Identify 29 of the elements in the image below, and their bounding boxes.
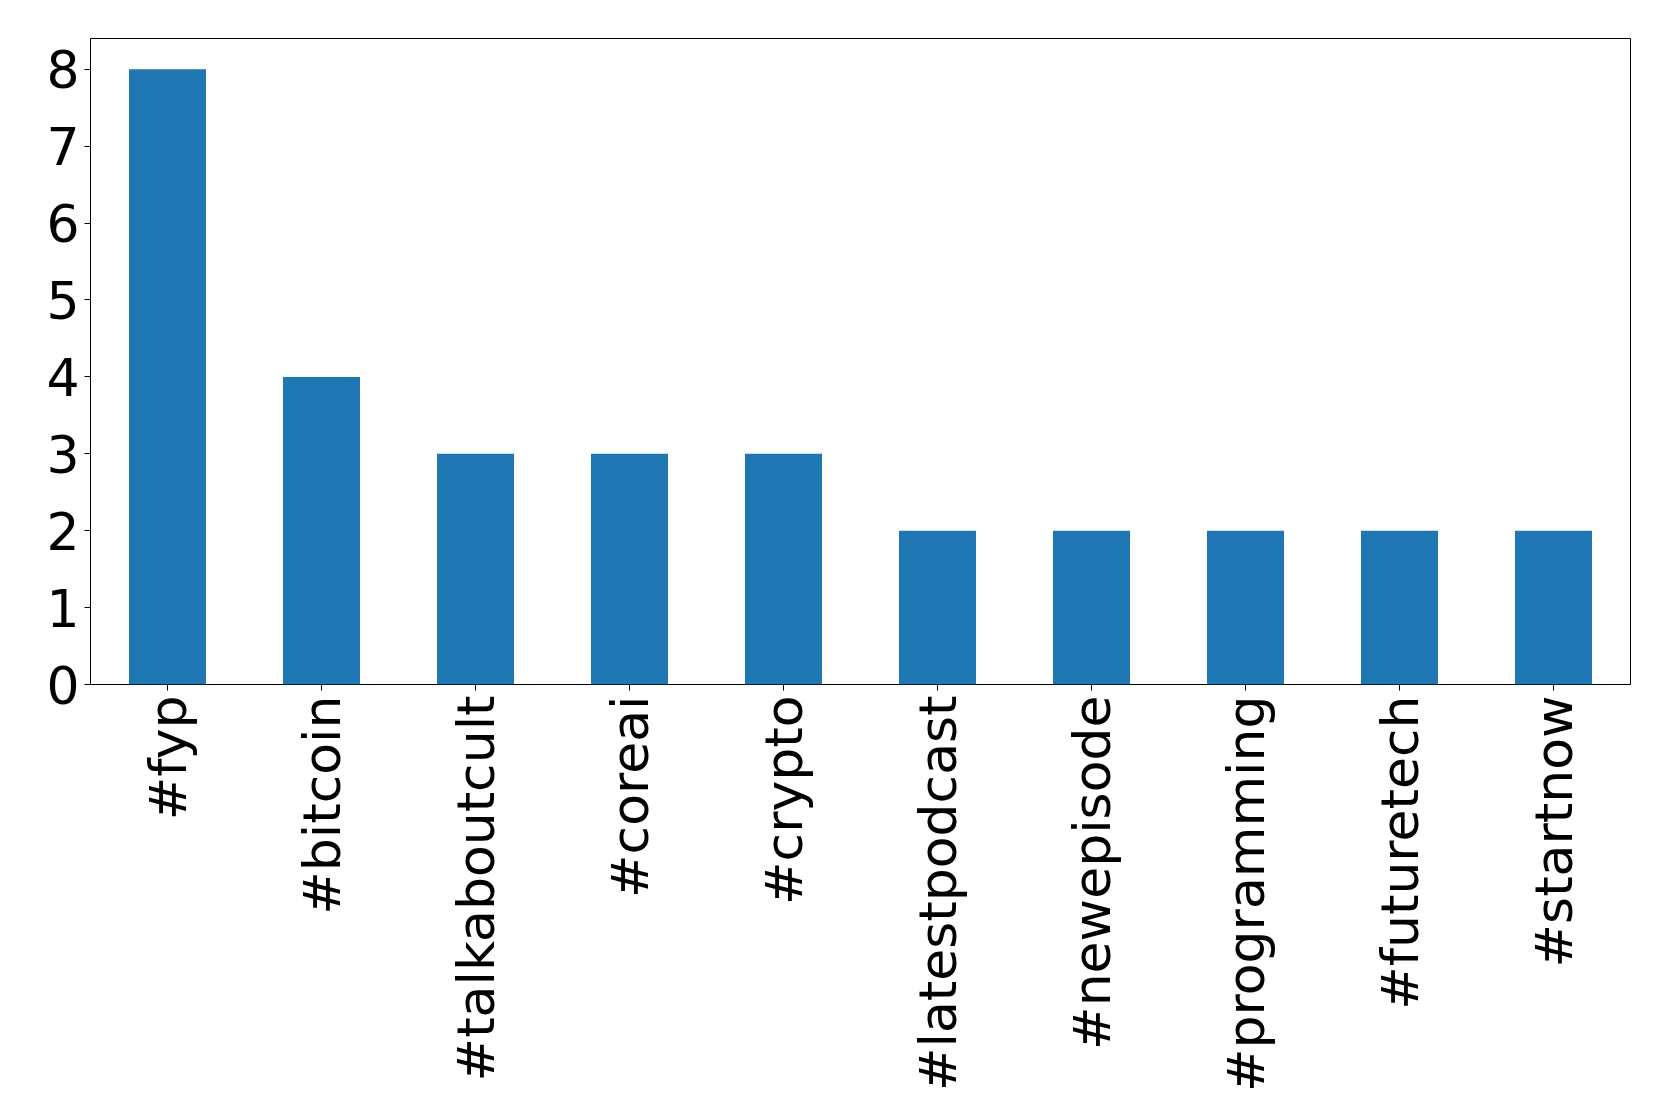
y-tick-label: 7 xyxy=(46,117,80,178)
x-tick-label: #bitcoin xyxy=(291,695,352,915)
x-tick-label: #newepisode xyxy=(1061,695,1122,1050)
x-tick-label: #crypto xyxy=(753,695,814,906)
x-tick-label: #programming xyxy=(1215,695,1276,1093)
bar xyxy=(1207,530,1284,685)
x-tick-label: #coreai xyxy=(599,695,660,899)
bar xyxy=(899,530,976,685)
x-tick-label: #futuretech xyxy=(1369,695,1430,1010)
y-tick-label: 0 xyxy=(46,655,80,716)
y-tick-label: 3 xyxy=(46,424,80,485)
y-tick-label: 2 xyxy=(46,501,80,562)
x-tick-label: #fyp xyxy=(137,695,198,821)
y-tick-label: 1 xyxy=(46,578,80,639)
x-tick-label: #talkaboutcult xyxy=(445,695,506,1082)
bar xyxy=(1053,530,1130,685)
x-tick-label: #startnow xyxy=(1523,695,1584,968)
bar xyxy=(745,453,822,685)
bar xyxy=(1515,530,1592,685)
bar xyxy=(591,453,668,685)
y-tick-label: 4 xyxy=(46,347,80,408)
y-tick-label: 8 xyxy=(46,40,80,101)
x-tick-label: #latestpodcast xyxy=(907,695,968,1092)
y-tick-label: 6 xyxy=(46,194,80,255)
y-tick-label: 5 xyxy=(46,270,80,331)
bar xyxy=(283,376,360,685)
bar xyxy=(437,453,514,685)
bar xyxy=(129,69,206,685)
bar xyxy=(1361,530,1438,685)
